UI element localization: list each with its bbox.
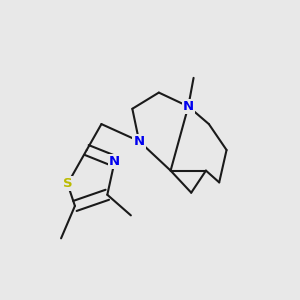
Text: S: S <box>63 177 72 190</box>
Text: N: N <box>134 135 145 148</box>
Text: N: N <box>109 155 120 168</box>
Text: N: N <box>183 100 194 113</box>
